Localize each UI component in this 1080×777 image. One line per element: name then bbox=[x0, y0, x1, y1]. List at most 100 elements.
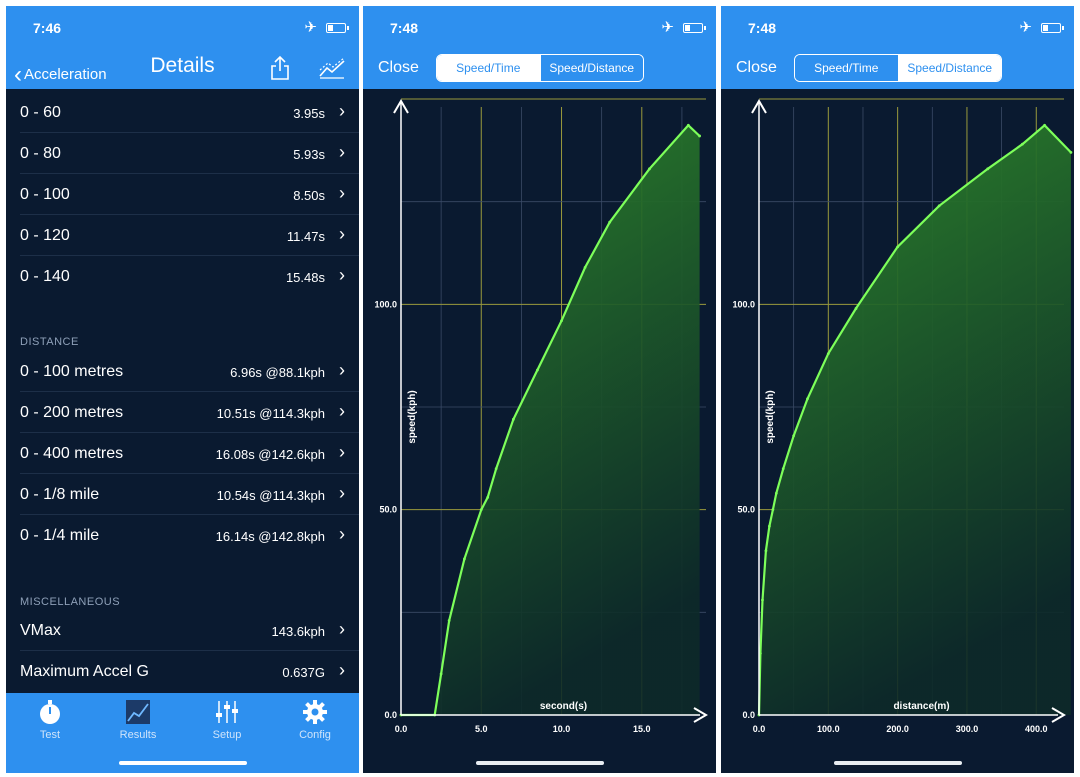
row-label: 0 - 1/4 mile bbox=[20, 527, 100, 544]
list-item[interactable]: 0 - 200 metres 10.51s @114.3kph › bbox=[6, 392, 359, 433]
row-label: 0 - 1/8 mile bbox=[20, 486, 100, 503]
list-item[interactable]: 0 - 100 metres 6.96s @88.1kph › bbox=[6, 351, 359, 392]
back-label: Acceleration bbox=[24, 66, 107, 83]
row-value: 8.50s bbox=[293, 188, 325, 203]
tab-speed-time[interactable]: Speed/Time bbox=[795, 55, 898, 81]
series-line bbox=[401, 123, 701, 717]
row-label: 0 - 100 bbox=[20, 186, 70, 203]
list-item[interactable]: 0 - 1/4 mile 16.14s @142.8kph › bbox=[6, 515, 359, 556]
list-item[interactable]: 0 - 400 metres 16.08s @142.6kph › bbox=[6, 433, 359, 474]
status-time: 7:48 bbox=[390, 20, 419, 36]
x-tick-label: 10.0 bbox=[553, 724, 571, 734]
tab-config[interactable]: Config bbox=[285, 699, 345, 741]
chart-mode-segmented-control: Speed/Time Speed/Distance bbox=[436, 54, 644, 82]
chevron-right-icon: › bbox=[339, 224, 345, 244]
tab-results[interactable]: Results bbox=[108, 699, 168, 741]
status-bar: 7:48 ✈ bbox=[363, 6, 716, 46]
data-point bbox=[447, 619, 451, 622]
x-tick-label: 0.0 bbox=[395, 724, 408, 734]
data-point bbox=[1043, 123, 1046, 127]
data-point bbox=[536, 368, 539, 372]
page-title: Details bbox=[150, 54, 215, 77]
list-item[interactable]: VMax 143.6kph › bbox=[6, 610, 359, 651]
tab-test[interactable]: Test bbox=[20, 699, 80, 741]
chevron-right-icon: › bbox=[339, 483, 345, 503]
data-point bbox=[463, 557, 466, 561]
back-button[interactable]: ‹ Acceleration bbox=[14, 58, 107, 88]
airplane-mode-icon: ✈ bbox=[1019, 19, 1032, 36]
row-label: Maximum Accel G bbox=[20, 663, 149, 680]
data-point bbox=[479, 508, 483, 512]
row-label: 0 - 200 metres bbox=[20, 404, 124, 421]
x-tick-label: 0.0 bbox=[753, 724, 766, 734]
y-tick-label: 50.0 bbox=[379, 505, 397, 515]
chevron-right-icon: › bbox=[339, 524, 345, 544]
data-point bbox=[806, 397, 809, 401]
tab-setup[interactable]: Setup bbox=[197, 699, 257, 741]
row-label: VMax bbox=[20, 622, 61, 639]
row-value: 16.14s @142.8kph bbox=[215, 529, 325, 544]
data-point bbox=[698, 134, 701, 138]
data-point bbox=[1069, 150, 1073, 154]
airplane-mode-icon: ✈ bbox=[304, 19, 317, 36]
data-point bbox=[781, 467, 785, 470]
navigation-bar bbox=[6, 6, 359, 89]
row-label: 0 - 140 bbox=[20, 268, 70, 285]
chevron-right-icon: › bbox=[339, 265, 345, 285]
share-icon[interactable] bbox=[269, 55, 291, 81]
list-item[interactable]: 0 - 100 8.50s › bbox=[6, 174, 359, 215]
airplane-mode-icon: ✈ bbox=[661, 19, 674, 36]
close-button[interactable]: Close bbox=[378, 59, 419, 76]
tab-speed-distance[interactable]: Speed/Distance bbox=[898, 55, 1001, 81]
row-value: 0.637G bbox=[282, 665, 325, 680]
data-point bbox=[792, 434, 796, 438]
x-axis-label: second(s) bbox=[540, 701, 587, 712]
list-item[interactable]: 0 - 80 5.93s › bbox=[6, 133, 359, 174]
y-tick-label: 100.0 bbox=[374, 299, 397, 309]
list-item[interactable]: 0 - 140 15.48s › bbox=[6, 256, 359, 297]
x-axis-arrow-icon bbox=[1051, 707, 1066, 723]
status-time: 7:46 bbox=[33, 20, 62, 36]
chevron-left-icon: ‹ bbox=[14, 61, 22, 88]
data-point bbox=[608, 220, 612, 224]
y-tick-label: 50.0 bbox=[737, 505, 755, 515]
close-button[interactable]: Close bbox=[736, 59, 777, 76]
tab-speed-time[interactable]: Speed/Time bbox=[437, 55, 540, 81]
data-point bbox=[774, 491, 778, 495]
chevron-right-icon: › bbox=[339, 619, 345, 639]
home-indicator bbox=[833, 761, 962, 765]
list-item[interactable]: 0 - 120 11.47s › bbox=[6, 215, 359, 256]
section-header-distance: DISTANCE bbox=[20, 336, 79, 348]
data-point bbox=[761, 598, 764, 602]
y-tick-label: 0.0 bbox=[384, 710, 397, 720]
data-point bbox=[764, 549, 768, 553]
data-point bbox=[486, 495, 490, 499]
chevron-right-icon: › bbox=[339, 142, 345, 162]
x-axis-arrow-icon bbox=[693, 707, 708, 723]
data-point bbox=[511, 417, 515, 421]
row-value: 15.48s bbox=[285, 270, 325, 285]
tab-bar: Test Results Setup bbox=[6, 693, 359, 773]
home-indicator bbox=[118, 761, 247, 765]
stopwatch-icon bbox=[40, 700, 60, 724]
list-item[interactable]: 0 - 1/8 mile 10.54s @114.3kph › bbox=[6, 474, 359, 515]
section-header-miscellaneous: MISCELLANEOUS bbox=[20, 596, 121, 608]
x-axis-label: distance(m) bbox=[893, 701, 949, 712]
chart-mode-segmented-control: Speed/Time Speed/Distance bbox=[794, 54, 1002, 82]
list-item[interactable]: 0 - 60 3.95s › bbox=[6, 92, 359, 133]
speed-time-screen: 7:48 ✈ Close Speed/Time Speed/Distance 0… bbox=[363, 6, 716, 773]
chevron-right-icon: › bbox=[339, 401, 345, 421]
x-tick-label: 300.0 bbox=[956, 724, 979, 734]
battery-icon bbox=[683, 23, 706, 33]
chevron-right-icon: › bbox=[339, 101, 345, 121]
data-point bbox=[494, 467, 498, 470]
graph-icon[interactable] bbox=[318, 56, 346, 80]
x-tick-label: 5.0 bbox=[475, 724, 488, 734]
list-item[interactable]: Maximum Accel G 0.637G › bbox=[6, 651, 359, 692]
tab-label: Test bbox=[39, 729, 61, 741]
tab-label: Config bbox=[299, 729, 331, 741]
data-point bbox=[986, 167, 990, 171]
data-point bbox=[686, 123, 690, 127]
data-point bbox=[767, 524, 771, 528]
tab-speed-distance[interactable]: Speed/Distance bbox=[540, 55, 643, 81]
